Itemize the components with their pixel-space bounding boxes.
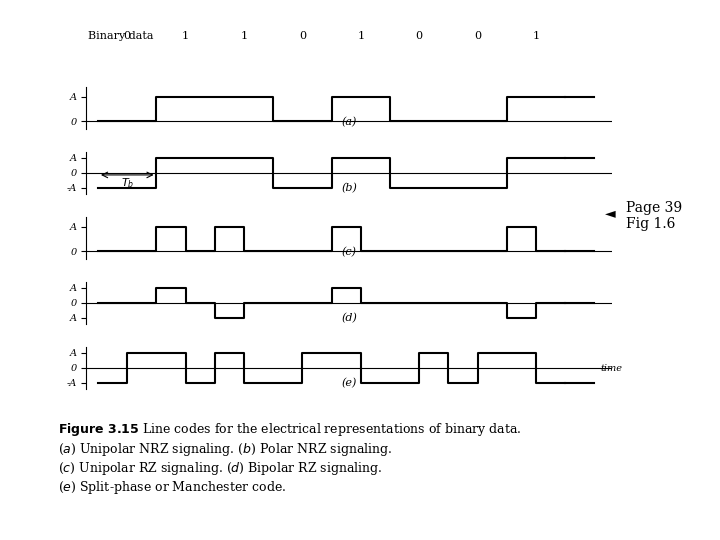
- Text: 1: 1: [240, 31, 248, 41]
- Text: Binary data: Binary data: [88, 31, 153, 41]
- Text: 0: 0: [299, 31, 306, 41]
- Text: (a): (a): [341, 117, 357, 127]
- Text: 0: 0: [124, 31, 131, 41]
- Text: $T_b$: $T_b$: [121, 176, 134, 190]
- Text: 1: 1: [533, 31, 540, 41]
- Text: time: time: [600, 364, 622, 373]
- Text: 1: 1: [182, 31, 189, 41]
- Text: ◄: ◄: [605, 206, 616, 220]
- Text: (c): (c): [342, 247, 356, 258]
- Text: (d): (d): [341, 313, 357, 323]
- Text: Page 39
Fig 1.6: Page 39 Fig 1.6: [626, 201, 683, 231]
- Text: $\bf{Figure\ 3.15}$ Line codes for the electrical representations of binary data: $\bf{Figure\ 3.15}$ Line codes for the e…: [58, 421, 521, 496]
- Text: 0: 0: [415, 31, 423, 41]
- Text: 1: 1: [357, 31, 364, 41]
- Text: (e): (e): [341, 378, 357, 388]
- Text: (b): (b): [341, 183, 357, 193]
- Text: 0: 0: [474, 31, 481, 41]
